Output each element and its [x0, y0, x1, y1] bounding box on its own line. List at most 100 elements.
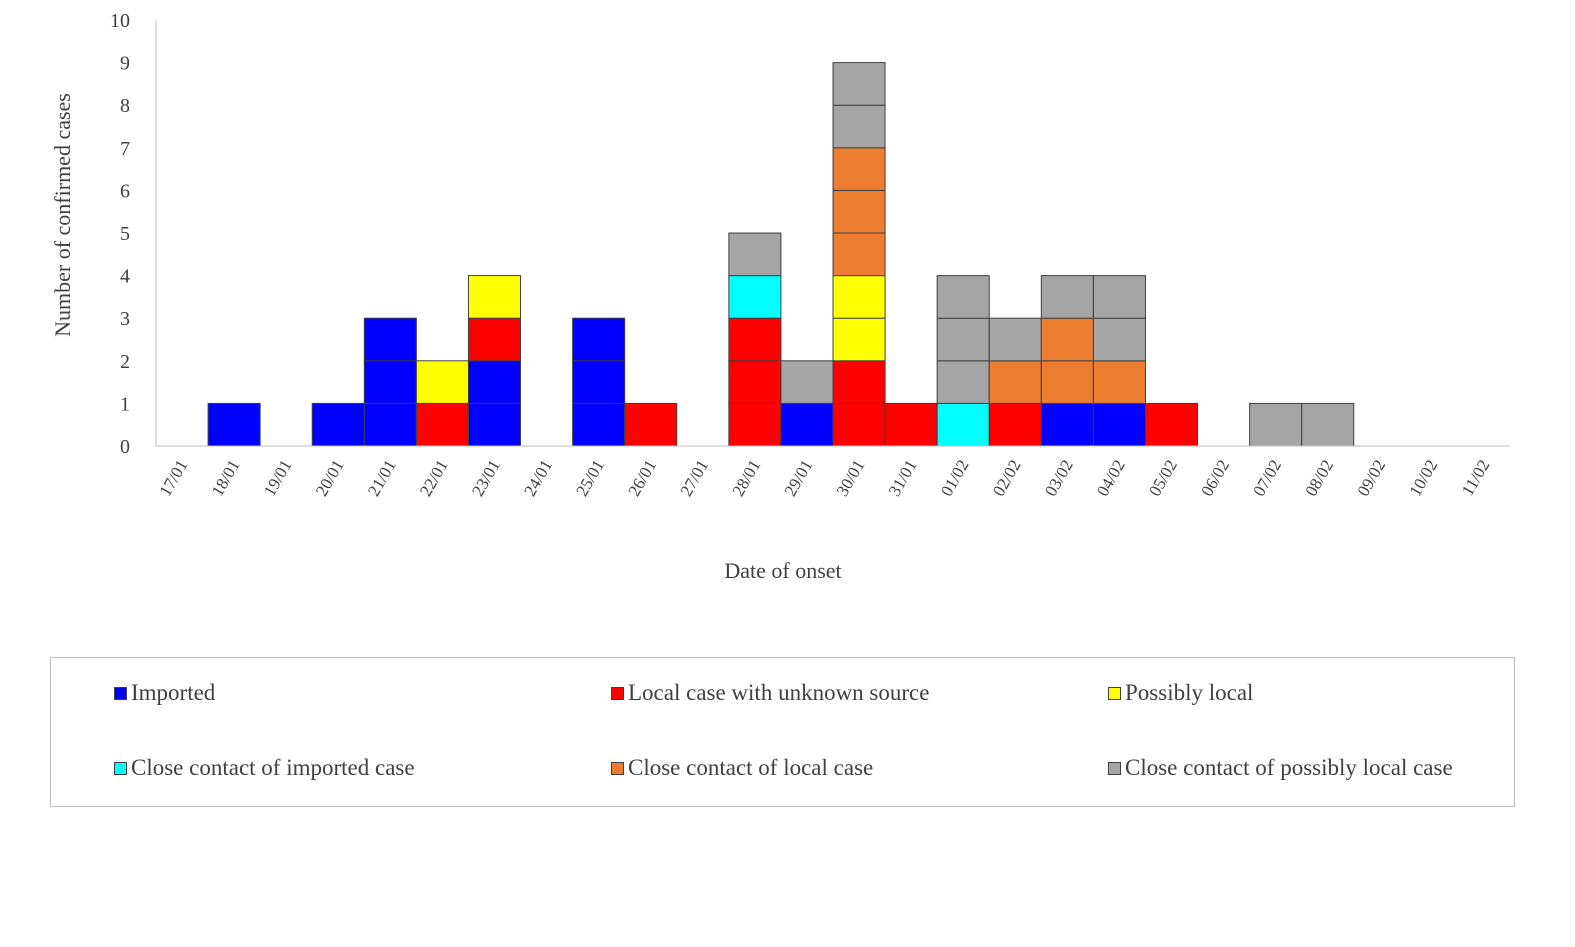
- bar-segment: [1040, 317, 1094, 362]
- x-tick-label: 19/01: [260, 457, 296, 500]
- bar-segment: [832, 360, 886, 404]
- y-tick-label: 1: [120, 393, 130, 415]
- y-axis-title: Number of confirmed cases: [50, 93, 75, 337]
- y-tick-label: 2: [120, 351, 130, 373]
- y-tick-label: 5: [120, 223, 130, 245]
- y-tick-labels: 0 1 2 3 4 5 6 7 8 9 10: [110, 10, 130, 458]
- legend-item: Close contact of imported case: [114, 755, 415, 781]
- legend-label: Local case with unknown source: [628, 680, 930, 705]
- bar-segment: [988, 402, 1042, 447]
- bar-segment: [832, 232, 886, 277]
- x-tick-label: 26/01: [624, 457, 660, 500]
- bar-segment: [363, 402, 417, 447]
- bar-segment: [780, 360, 834, 404]
- y-tick-label: 3: [120, 308, 130, 330]
- x-tick-label: 03/02: [1041, 457, 1077, 500]
- legend-swatch: [1108, 761, 1121, 775]
- bar-segment: [728, 232, 782, 277]
- y-tick-label: 10: [110, 10, 130, 32]
- legend-swatch: [114, 686, 127, 700]
- bar-segment: [988, 360, 1042, 404]
- x-tick-label: 07/02: [1249, 457, 1285, 500]
- x-tick-label: 08/02: [1301, 457, 1337, 500]
- bar-segment: [832, 147, 886, 191]
- bar-segment: [1040, 275, 1094, 319]
- bar-segment: [1301, 402, 1355, 447]
- x-tick-label: 29/01: [781, 457, 817, 500]
- x-tick-label: 18/01: [208, 457, 244, 500]
- bar-segment: [311, 402, 365, 447]
- axes-group: [155, 20, 1510, 447]
- legend-item: Local case with unknown source: [611, 680, 929, 706]
- y-tick-label: 9: [120, 53, 130, 75]
- bar-segment: [572, 360, 626, 404]
- bar-segment: [936, 317, 990, 362]
- legend-item: Close contact of local case: [611, 755, 873, 781]
- bar-segment: [988, 317, 1042, 362]
- bar-segment: [1092, 275, 1146, 319]
- legend-swatch: [114, 761, 127, 775]
- bar-segment: [1249, 402, 1303, 447]
- bar-segment: [832, 275, 886, 319]
- x-tick-label: 24/01: [520, 457, 556, 500]
- x-tick-label: 23/01: [468, 457, 504, 500]
- x-tick-label: 01/02: [937, 457, 973, 500]
- legend-swatch: [611, 686, 624, 700]
- bar-segment: [1040, 360, 1094, 404]
- x-axis-title: Date of onset: [724, 558, 841, 583]
- x-tick-label: 02/02: [989, 457, 1025, 500]
- x-tick-label: 31/01: [885, 457, 921, 500]
- bar-segment: [832, 104, 886, 149]
- bar-segment: [363, 360, 417, 404]
- bar-segment: [780, 402, 834, 447]
- y-tick-label: 0: [120, 436, 130, 458]
- bar-segment: [415, 360, 469, 404]
- bar-segment: [363, 317, 417, 362]
- bar-segment: [1144, 402, 1199, 447]
- bar-segment: [832, 317, 886, 362]
- bar-segment: [467, 317, 522, 362]
- legend-label: Imported: [131, 680, 216, 705]
- bar-segment: [832, 189, 886, 234]
- bar-segment: [1092, 317, 1146, 362]
- bar-segment: [832, 402, 886, 447]
- legend-item: Possibly local: [1108, 680, 1253, 706]
- legend-label: Possibly local: [1125, 680, 1254, 705]
- bar-segment: [832, 62, 886, 106]
- x-tick-label: 09/02: [1353, 457, 1389, 500]
- x-tick-label: 05/02: [1145, 457, 1181, 500]
- bar-segment: [415, 402, 469, 447]
- x-tick-label: 11/02: [1458, 457, 1494, 499]
- bar-segment: [936, 402, 990, 447]
- bar-segment: [572, 317, 626, 362]
- bar-segment: [467, 275, 522, 319]
- bar-segment: [624, 402, 678, 447]
- legend-label: Close contact of possibly local case: [1125, 755, 1453, 780]
- x-tick-label: 10/02: [1406, 457, 1442, 500]
- bar-segment: [936, 275, 990, 319]
- bar-segment: [728, 275, 782, 319]
- bar-segment: [728, 402, 782, 447]
- x-tick-label: 04/02: [1093, 457, 1129, 500]
- legend-label: Close contact of imported case: [131, 755, 415, 780]
- bar-segment: [1092, 360, 1146, 404]
- x-tick-label: 21/01: [364, 457, 400, 500]
- x-tick-label: 17/01: [156, 457, 192, 500]
- y-tick-label: 8: [120, 95, 130, 117]
- legend-item: Imported: [114, 680, 215, 706]
- bar-segment: [728, 360, 782, 404]
- y-tick-label: 6: [120, 180, 130, 202]
- legend-label: Close contact of local case: [628, 755, 874, 780]
- bar-segment: [207, 402, 261, 447]
- bar-segment: [884, 402, 938, 447]
- bar-segment: [467, 360, 522, 404]
- y-tick-label: 7: [120, 138, 130, 160]
- x-tick-label: 25/01: [572, 457, 608, 500]
- bars-group: [207, 62, 1355, 447]
- legend-swatch: [1108, 686, 1121, 700]
- legend: Imported Local case with unknown source Po…: [50, 657, 1515, 807]
- bar-segment: [467, 402, 522, 447]
- bar-segment: [728, 317, 782, 362]
